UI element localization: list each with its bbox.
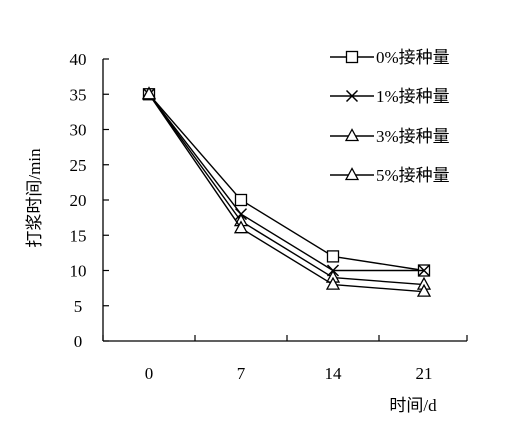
x-tick-label: 14	[325, 364, 343, 383]
legend-marker	[345, 50, 359, 64]
legend-label: 1%接种量	[376, 87, 450, 106]
axes: 0 5 10 15 20 25 30 35 40 0 7 14 21	[70, 50, 468, 383]
legend-marker	[344, 128, 360, 142]
series-2	[141, 86, 432, 290]
data-point	[417, 264, 431, 277]
y-tick-label: 5	[74, 297, 83, 316]
y-tick-label: 20	[70, 191, 87, 210]
legend-item: 0%接种量	[330, 48, 450, 67]
series-layer	[141, 86, 432, 297]
series-3	[141, 86, 432, 297]
series-line	[148, 93, 425, 272]
y-tick-label: 40	[70, 50, 87, 69]
series-1	[142, 88, 431, 277]
x-tick-label: 21	[416, 364, 433, 383]
x-axis-title: 时间/d	[389, 396, 437, 415]
legend: 0%接种量 1%接种量 3%接种量 5%接种量	[330, 48, 450, 185]
x-tick-label: 0	[145, 364, 154, 383]
data-point	[234, 193, 248, 207]
legend-label: 0%接种量	[376, 48, 450, 67]
legend-marker	[344, 167, 360, 181]
series-line	[148, 93, 424, 272]
y-tick-label: 15	[70, 226, 87, 245]
data-point	[326, 250, 340, 263]
data-point	[325, 276, 341, 290]
data-point	[416, 283, 432, 297]
legend-item: 5%接种量	[330, 166, 450, 185]
series-line	[148, 93, 425, 286]
marker-stroke	[345, 89, 359, 103]
legend-marker	[345, 89, 359, 103]
series-line	[148, 93, 425, 293]
y-tick-label: 0	[74, 332, 83, 351]
y-axis-title: 打浆时间/min	[25, 148, 44, 248]
y-tick-label: 25	[70, 156, 87, 175]
data-point	[141, 86, 157, 100]
legend-label: 5%接种量	[376, 166, 450, 185]
legend-label: 3%接种量	[376, 127, 450, 146]
y-tick-label: 10	[70, 262, 87, 281]
x-tick-label: 7	[237, 364, 246, 383]
marker-stroke	[417, 264, 431, 277]
y-tick-label: 35	[70, 85, 87, 104]
data-point	[233, 220, 249, 234]
y-tick-label: 30	[70, 121, 87, 140]
legend-item: 1%接种量	[330, 87, 450, 106]
legend-item: 3%接种量	[330, 127, 450, 146]
